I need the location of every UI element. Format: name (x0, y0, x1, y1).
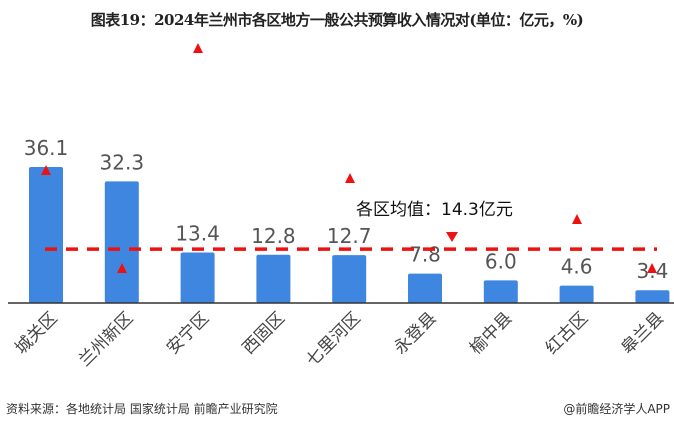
data-label: 32.3 (100, 150, 145, 174)
x-tick-label: 红古区 (542, 308, 592, 358)
bar (635, 290, 670, 303)
bar (104, 181, 139, 303)
x-tick-label: 西固区 (239, 308, 289, 358)
data-label: 12.8 (251, 224, 296, 248)
growth-marker-up (647, 263, 657, 273)
bar (332, 255, 367, 303)
bar (256, 254, 291, 303)
data-label: 36.1 (24, 136, 69, 160)
data-label: 6.0 (485, 249, 517, 273)
average-label: 各区均值：14.3亿元 (356, 200, 513, 220)
growth-marker-down (446, 232, 458, 242)
data-label: 7.8 (409, 243, 441, 267)
x-tick-label: 皋兰县 (618, 308, 668, 358)
growth-marker-up (572, 214, 582, 224)
growth-marker-up (193, 43, 203, 53)
x-tick-label: 城关区 (11, 308, 61, 358)
bar (29, 167, 63, 303)
data-label: 12.7 (327, 224, 372, 248)
x-tick-label: 兰州新区 (75, 308, 137, 370)
x-tick-label: 七里河区 (303, 308, 365, 370)
source-note: 资料来源：各地统计局 国家统计局 前瞻产业研究院 (6, 402, 278, 416)
bar-chart: 36.1 城关区 32.3 兰州新区 13.4 安宁区 12.8 西固区 12.7 七里河区 7.8… (8, 43, 674, 371)
bar (483, 280, 518, 303)
growth-marker-up (41, 165, 51, 175)
data-label: 4.6 (561, 255, 593, 279)
x-tick-label: 永登县 (390, 308, 440, 358)
growth-marker-up (345, 173, 355, 183)
bar (180, 252, 215, 303)
bar (408, 273, 442, 303)
growth-marker-up (117, 263, 127, 273)
data-label: 13.4 (175, 222, 220, 246)
chart-title: 图表19：2024年兰州市各区地方一般公共预算收入情况对(单位：亿元，%) (90, 11, 584, 29)
x-tick-label: 榆中县 (466, 308, 516, 358)
brand-credit: @前瞻经济学人APP (563, 402, 670, 416)
bar (559, 285, 594, 303)
x-tick-label: 安宁区 (163, 308, 213, 358)
